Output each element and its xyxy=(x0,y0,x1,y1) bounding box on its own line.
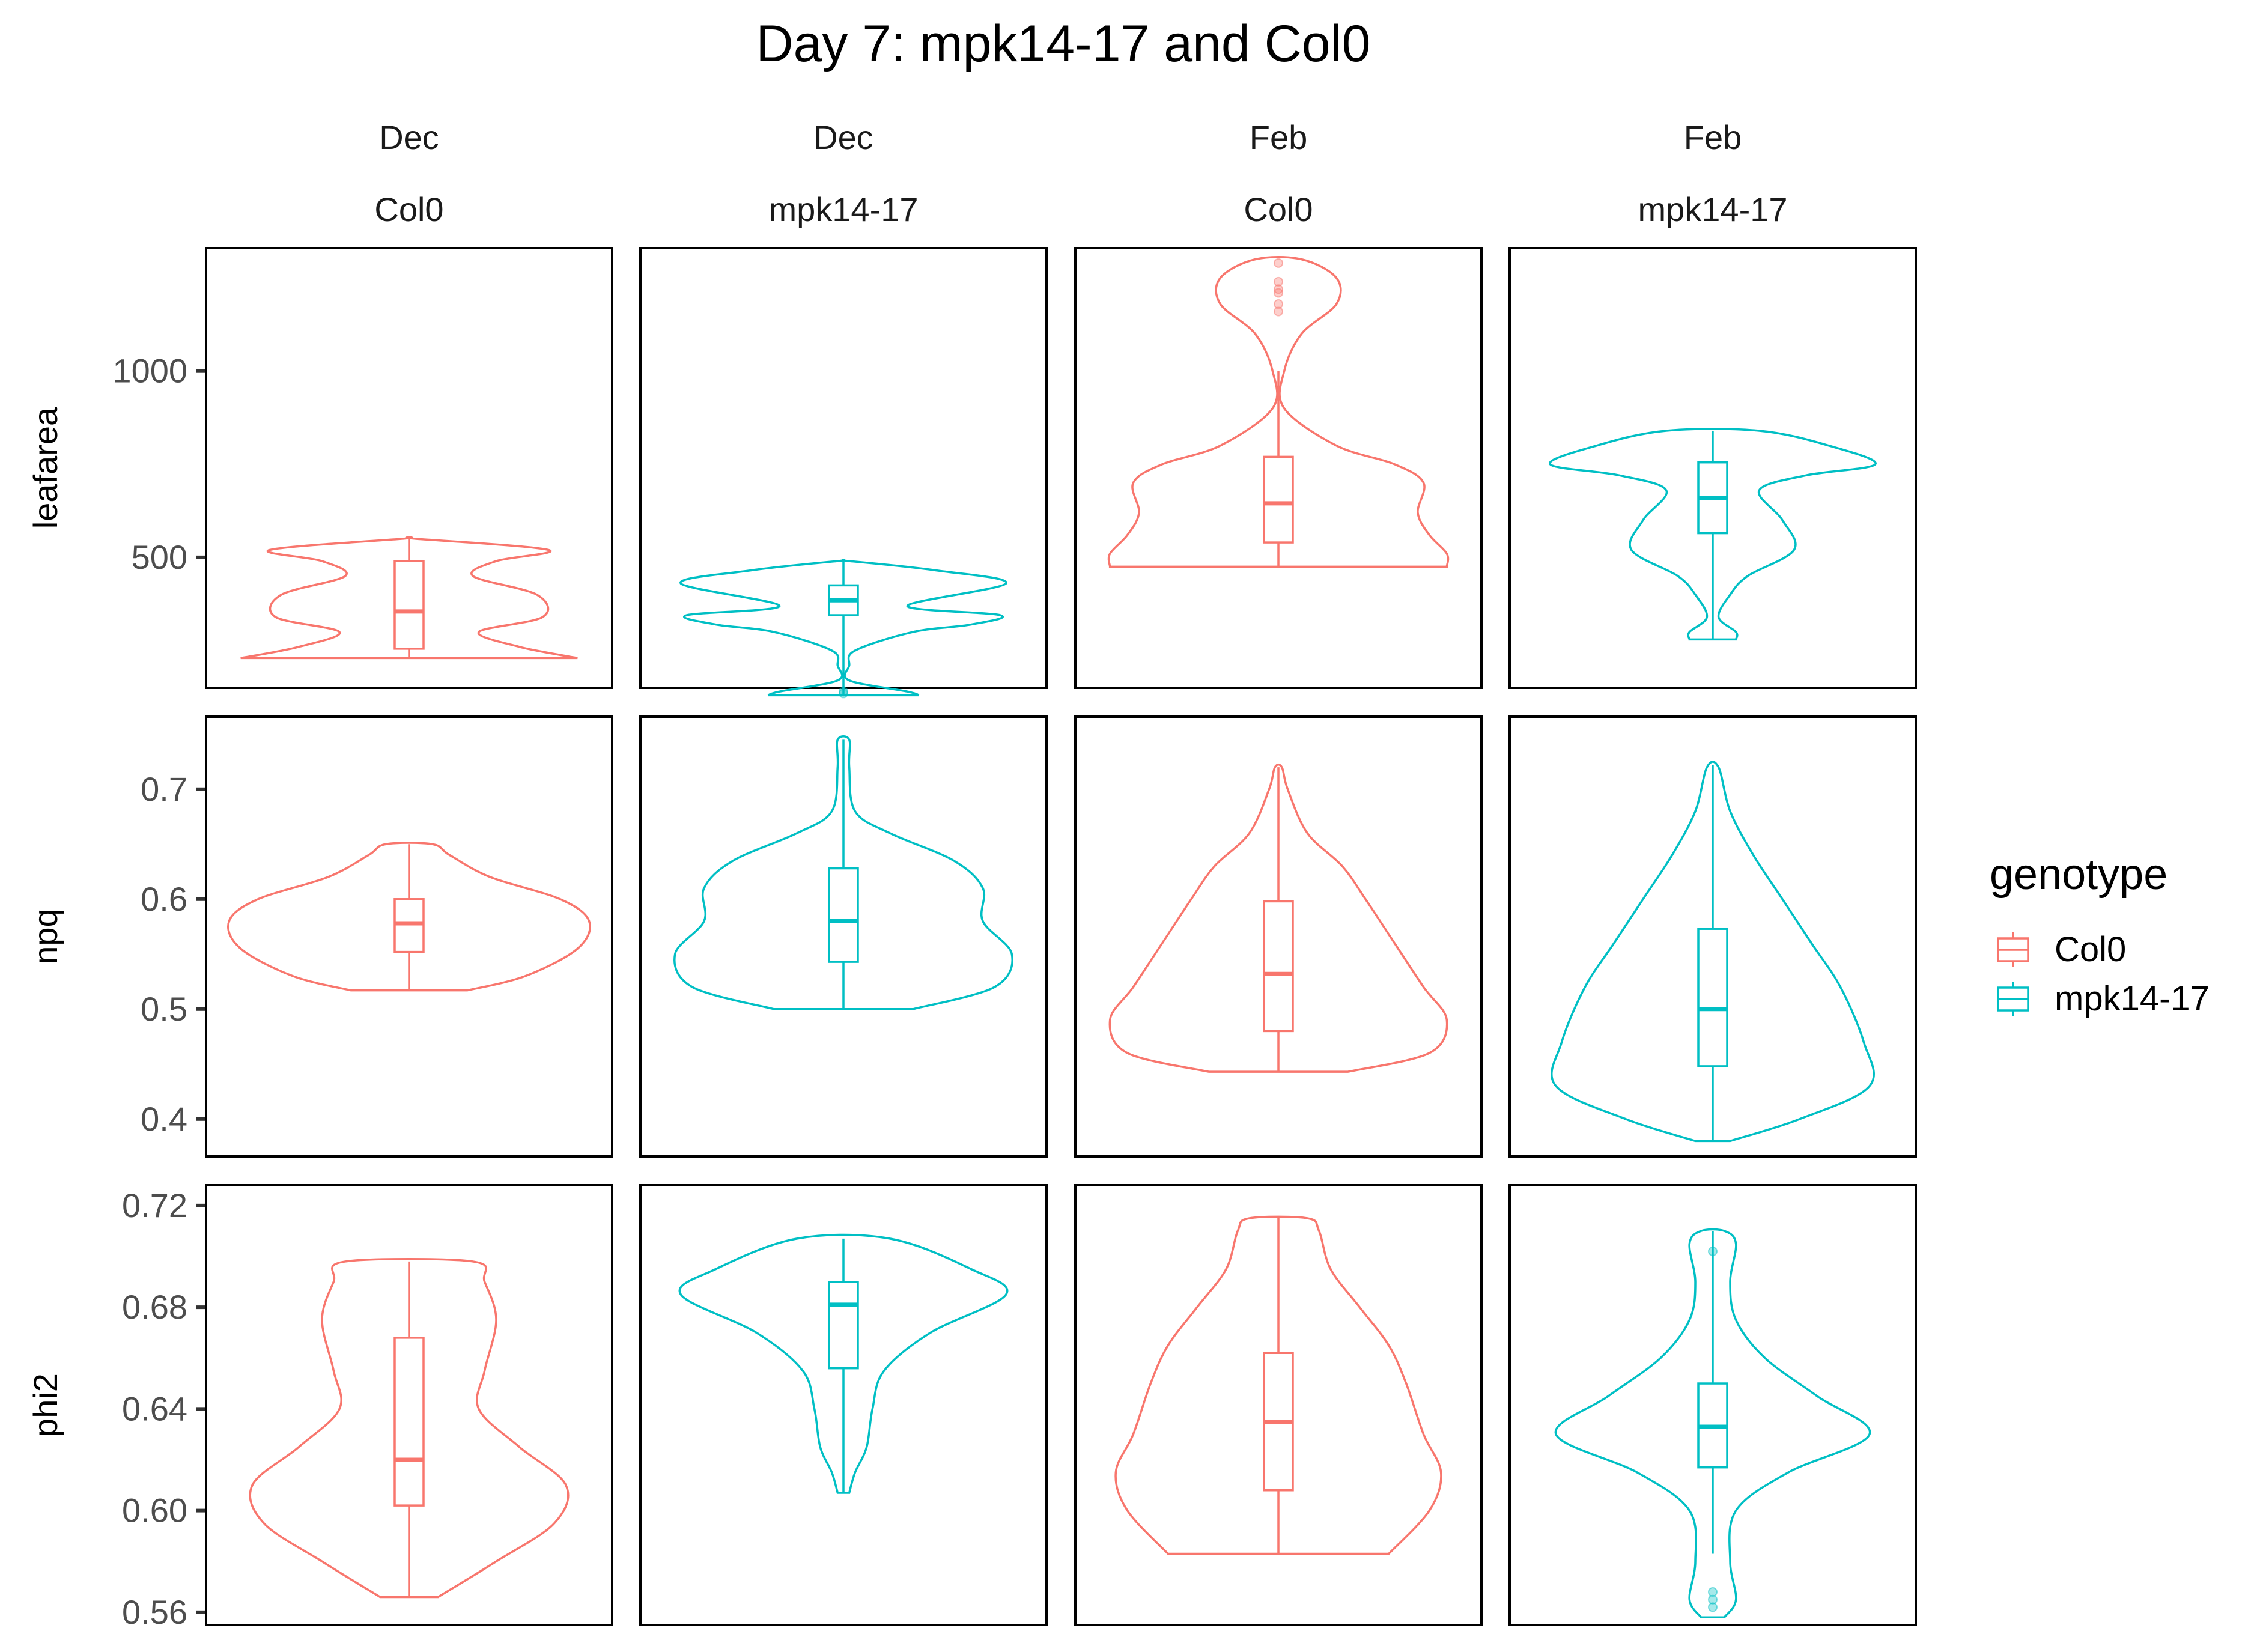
legend-label: Col0 xyxy=(2055,930,2126,969)
panel xyxy=(639,247,1048,699)
strip-label-month: Feb xyxy=(1684,118,1742,156)
panel xyxy=(639,715,1048,1158)
strip-label-genotype: Col0 xyxy=(374,190,443,228)
chart-title: Day 7: mpk14-17 and Col0 xyxy=(756,15,1370,73)
outlier-point xyxy=(839,687,848,697)
y-axis-label: leafarea xyxy=(26,407,64,529)
outlier-point xyxy=(1274,299,1283,309)
outlier-point xyxy=(1274,276,1283,287)
violin-outline xyxy=(678,1233,1009,1494)
strip-label-genotype: Col0 xyxy=(1244,190,1313,228)
y-tick-label: 0.60 xyxy=(122,1492,187,1529)
strip-label-month: Dec xyxy=(813,118,873,156)
panel xyxy=(1508,1184,1917,1626)
violin-outline xyxy=(1107,256,1450,568)
outlier-point xyxy=(1708,1247,1718,1257)
legend: genotype Col0 mpk14-17 xyxy=(1990,851,2210,1019)
y-tick-label: 0.7 xyxy=(141,770,187,808)
strip-label-month: Dec xyxy=(379,118,439,156)
y-tick-label: 0.5 xyxy=(141,990,187,1028)
y-axis-label: npq xyxy=(26,908,64,964)
legend-title: genotype xyxy=(1990,851,2167,899)
violin-outline xyxy=(1551,761,1875,1143)
violin-outline xyxy=(1549,428,1877,641)
strip-label-genotype: mpk14-17 xyxy=(1638,190,1787,228)
y-tick-label: 0.56 xyxy=(122,1593,187,1631)
legend-key xyxy=(1993,929,2034,970)
violin-outline xyxy=(249,1257,570,1599)
panel xyxy=(205,1184,613,1626)
panel xyxy=(639,1184,1048,1626)
outlier-point xyxy=(1274,258,1283,268)
box-iqr xyxy=(393,898,425,953)
violin-outline xyxy=(1114,1215,1442,1555)
outlier-point xyxy=(1708,1587,1718,1597)
violin-outline xyxy=(240,536,578,660)
box-iqr xyxy=(1263,900,1294,1033)
panel xyxy=(205,247,613,689)
panel xyxy=(205,715,613,1158)
y-tick-label: 500 xyxy=(132,538,187,576)
outlier-point xyxy=(1274,306,1283,317)
legend-label: mpk14-17 xyxy=(2055,979,2210,1018)
y-tick-label: 1000 xyxy=(112,352,187,390)
panel xyxy=(1074,715,1483,1158)
violin-outline xyxy=(1108,763,1448,1073)
legend-key xyxy=(1993,979,2034,1019)
box-iqr xyxy=(393,560,425,650)
violin-outline xyxy=(673,735,1013,1010)
y-tick-label: 0.72 xyxy=(122,1186,187,1224)
violin-outline xyxy=(679,559,1007,697)
box-iqr xyxy=(828,867,859,963)
y-tick-label: 0.64 xyxy=(122,1389,187,1427)
outlier-point xyxy=(1708,1594,1718,1605)
violin-outline xyxy=(227,842,591,992)
y-axis-label: phi2 xyxy=(26,1373,64,1437)
strip-label-month: Feb xyxy=(1250,118,1308,156)
box-iqr xyxy=(1697,928,1728,1067)
panel xyxy=(1508,715,1917,1158)
y-tick-label: 0.6 xyxy=(141,880,187,918)
outlier-point xyxy=(1274,284,1283,294)
y-tick-label: 0.68 xyxy=(122,1288,187,1326)
panel xyxy=(1508,247,1917,689)
strip-label-genotype: mpk14-17 xyxy=(768,190,918,228)
violin-outline xyxy=(1554,1228,1871,1619)
panel xyxy=(1074,1184,1483,1626)
y-tick-label: 0.4 xyxy=(141,1100,187,1138)
outlier-point xyxy=(1708,1602,1718,1612)
panel xyxy=(1074,247,1483,689)
box-iqr xyxy=(828,1281,859,1370)
box-iqr xyxy=(1263,455,1294,544)
box-iqr xyxy=(393,1337,425,1507)
